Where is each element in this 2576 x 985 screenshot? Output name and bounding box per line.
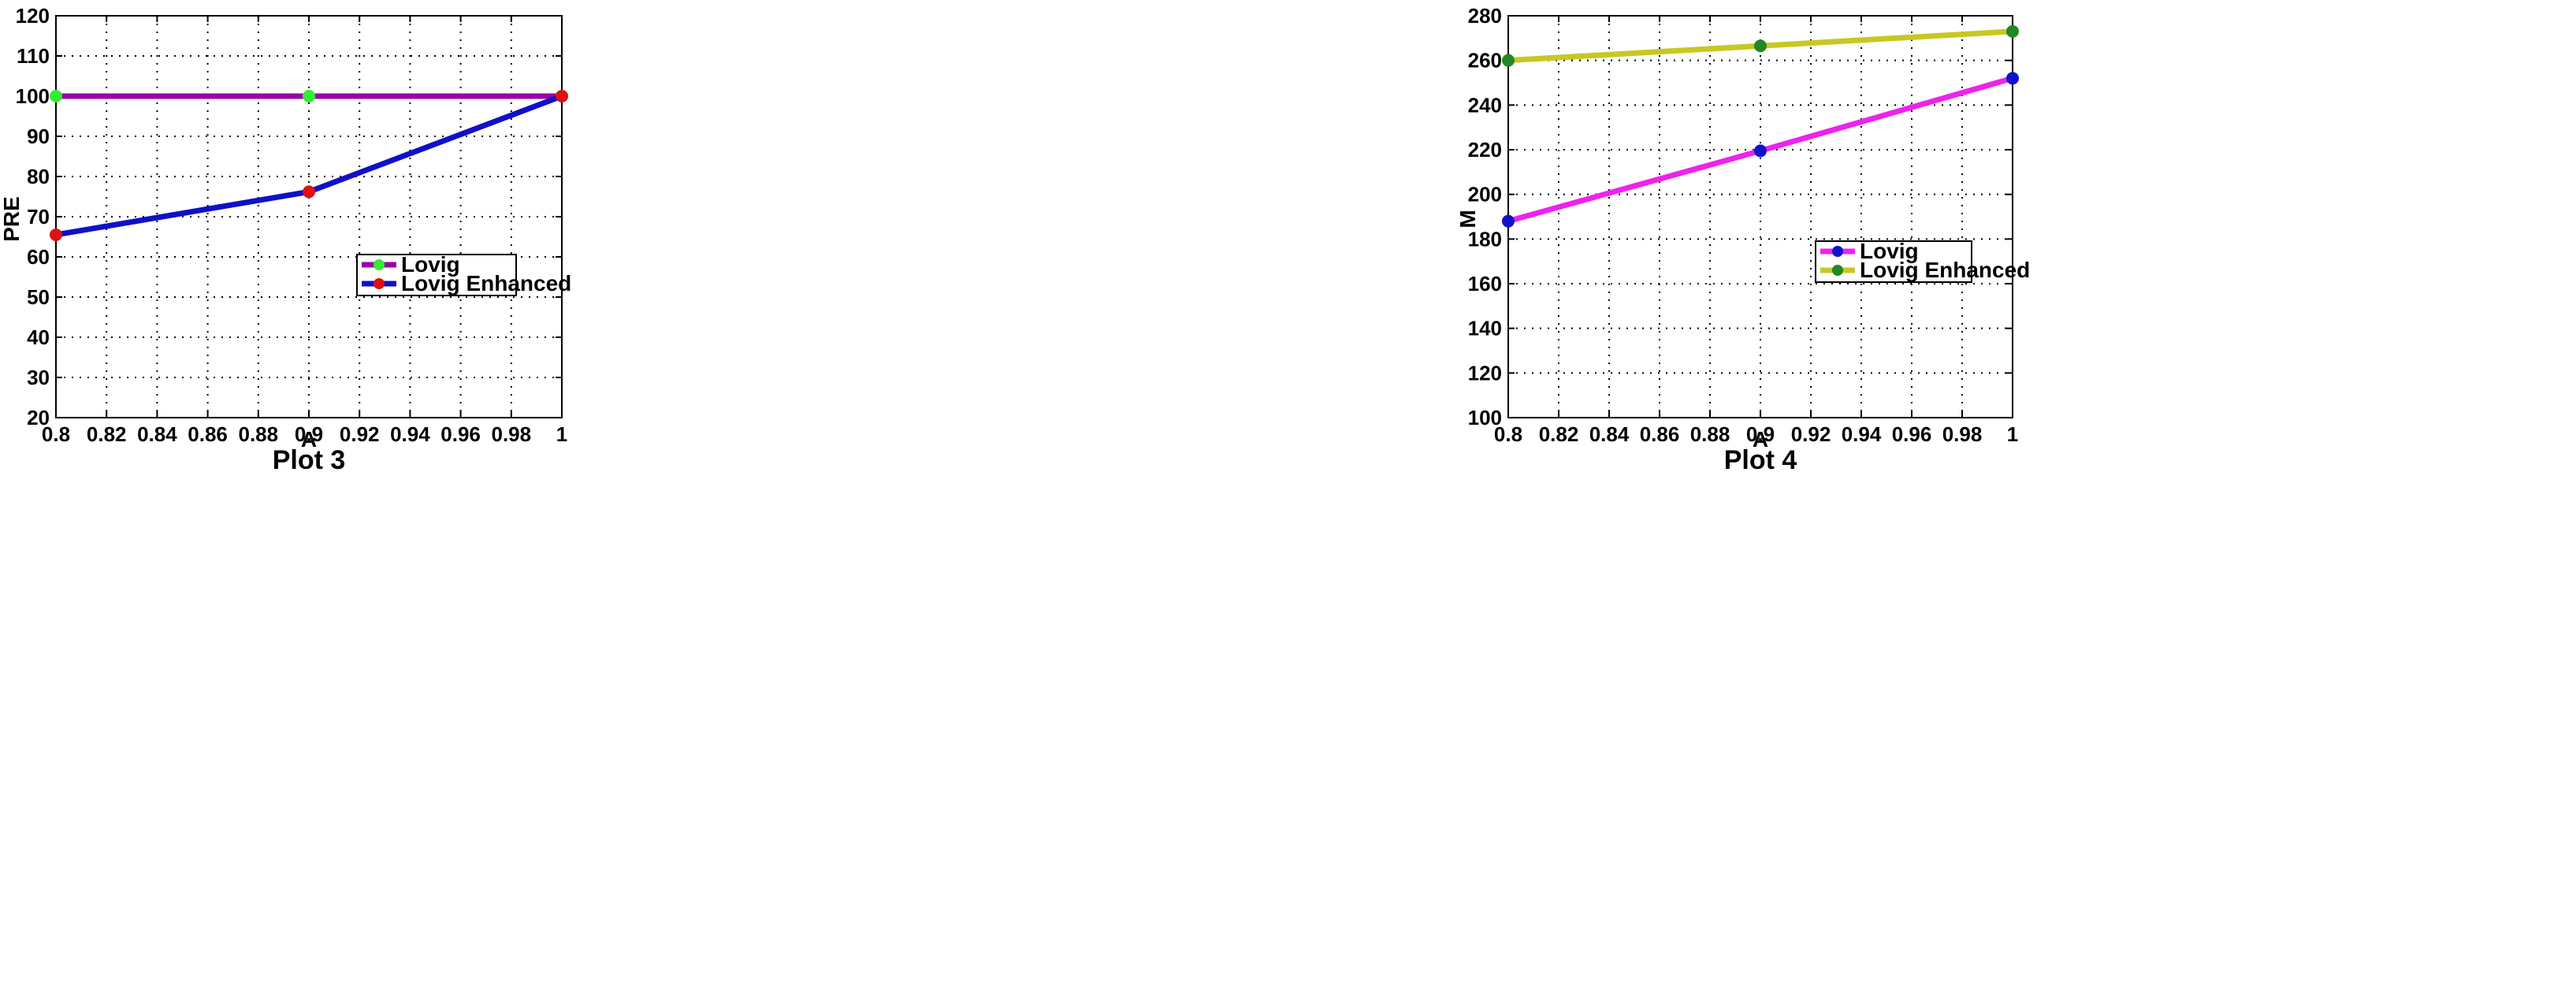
y-tick-label: 110 xyxy=(17,44,50,68)
y-tick-label: 160 xyxy=(1468,272,1502,296)
x-tick-label: 0.92 xyxy=(1791,422,1831,446)
x-tick-label: 0.9 xyxy=(295,422,323,446)
x-tick-label: 0.82 xyxy=(87,422,127,446)
y-tick-label: 90 xyxy=(27,125,50,148)
x-tick-label: 0.86 xyxy=(1640,422,1680,446)
y-tick-label: 240 xyxy=(1468,93,1502,117)
x-tick-label: 0.92 xyxy=(340,422,380,446)
legend-label: Lovig Enhanced xyxy=(401,271,571,296)
x-tick-label: 0.88 xyxy=(238,422,278,446)
legend-swatch-marker xyxy=(1832,246,1843,257)
y-tick-label: 280 xyxy=(1468,4,1502,28)
x-tick-label: 0.98 xyxy=(491,422,531,446)
y-tick-label: 180 xyxy=(1468,227,1502,251)
plot-caption: Plot 4 xyxy=(1724,445,1797,475)
legend-label: Lovig Enhanced xyxy=(1860,258,2030,282)
x-tick-label: 1 xyxy=(2007,422,2018,446)
x-tick-label: 0.84 xyxy=(1589,422,1630,446)
y-tick-label: 70 xyxy=(27,205,50,229)
y-axis-label: PRE xyxy=(0,196,24,242)
y-tick-label: 60 xyxy=(27,245,50,269)
series-layer xyxy=(1502,24,2019,228)
y-tick-label: 200 xyxy=(1468,183,1502,206)
data-point xyxy=(1502,214,1515,228)
tick-layer: 0.8 0.82 0.84 0.86 0.88 0.9 0.92 0.94 0.96 0.98 1 1… xyxy=(1468,4,2019,446)
chart-plot-3: 0.8 0.82 0.84 0.86 0.88 0.9 0.92 0.94 0.96 0.98 12… xyxy=(0,4,571,475)
data-point xyxy=(303,90,315,102)
y-tick-label: 260 xyxy=(1468,49,1502,72)
legend-label: Lovig xyxy=(401,252,460,277)
y-tick-label: 50 xyxy=(27,285,50,309)
tick-layer: 0.8 0.82 0.84 0.86 0.88 0.9 0.92 0.94 0.96 0.98 12… xyxy=(16,4,568,446)
x-tick-label: 0.96 xyxy=(440,422,481,446)
x-tick-label: 0.8 xyxy=(1494,422,1522,446)
x-tick-label: 0.9 xyxy=(1746,422,1775,446)
y-tick-label: 40 xyxy=(27,325,50,349)
plot-caption: Plot 3 xyxy=(273,445,346,475)
x-tick-label: 1 xyxy=(556,422,567,446)
x-tick-label: 0.94 xyxy=(390,422,430,446)
data-point xyxy=(1502,54,1515,67)
data-point xyxy=(2006,24,2019,38)
data-point xyxy=(50,90,62,102)
data-point xyxy=(556,90,568,102)
x-tick-label: 0.84 xyxy=(137,422,177,446)
legend-swatch-marker xyxy=(374,259,385,270)
series-layer xyxy=(50,90,568,241)
grid-layer xyxy=(1507,15,2013,418)
legend-label: Lovig xyxy=(1860,239,1919,263)
y-tick-label: 30 xyxy=(27,366,50,389)
x-axis-label: A xyxy=(301,427,317,452)
y-tick-label: 100 xyxy=(16,84,50,108)
chart-plot-4: 0.8 0.82 0.84 0.86 0.88 0.9 0.92 0.94 0.96 0.98 1 1… xyxy=(1455,4,2030,475)
y-tick-label: 140 xyxy=(1468,317,1502,340)
data-point xyxy=(303,185,315,199)
x-tick-label: 0.86 xyxy=(188,422,228,446)
grid-layer xyxy=(55,15,563,418)
x-tick-label: 0.8 xyxy=(42,422,70,446)
plot-area-frame xyxy=(1507,15,2013,418)
y-tick-label: 80 xyxy=(27,165,50,188)
data-point xyxy=(50,228,62,241)
x-tick-label: 0.94 xyxy=(1842,422,1882,446)
y-axis-label: M xyxy=(1455,210,1480,228)
y-tick-label: 20 xyxy=(27,406,50,429)
data-point xyxy=(2006,72,2019,85)
legend-box xyxy=(356,254,517,296)
y-tick-label: 120 xyxy=(16,4,50,28)
x-tick-label: 0.98 xyxy=(1942,422,1983,446)
x-tick-label: 0.82 xyxy=(1539,422,1579,446)
legend-swatch-marker xyxy=(374,278,385,289)
x-tick-label: 0.88 xyxy=(1690,422,1730,446)
y-tick-label: 220 xyxy=(1468,138,1502,162)
x-tick-label: 0.96 xyxy=(1892,422,1932,446)
data-point xyxy=(1754,144,1767,158)
y-tick-label: 100 xyxy=(1468,406,1502,429)
legend-swatch-marker xyxy=(1832,265,1843,276)
x-axis-label: A xyxy=(1753,427,1768,452)
y-tick-label: 120 xyxy=(1468,361,1502,385)
data-point xyxy=(1754,39,1767,53)
